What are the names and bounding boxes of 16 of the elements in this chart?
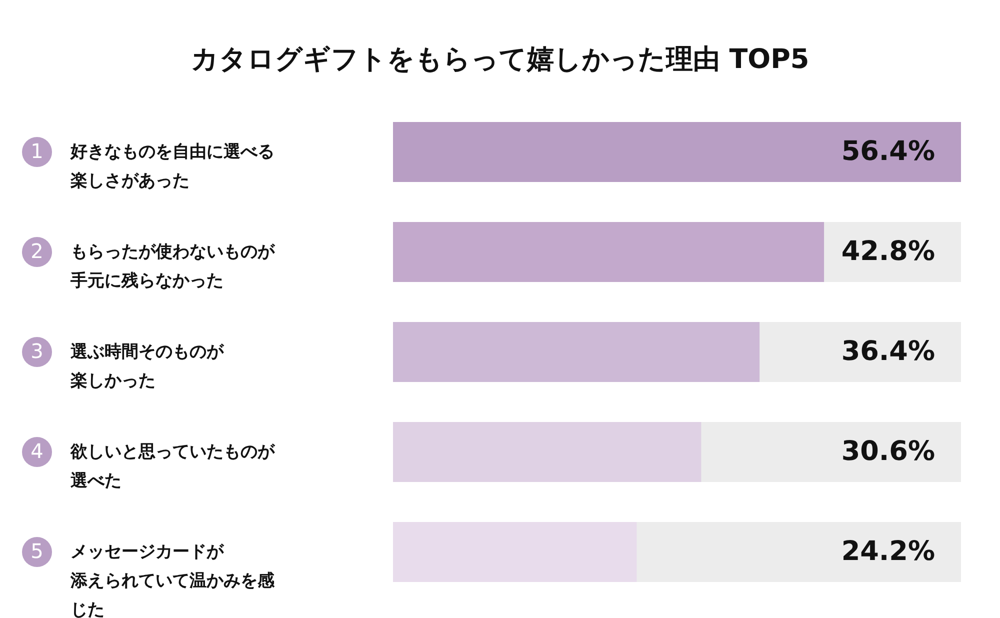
data-label: 24.2% [841, 536, 935, 567]
data-label: 42.8% [841, 236, 935, 267]
text: 1 [30, 139, 44, 163]
y-tick-label: メッセージカードが添えられていて温かみを感じた [70, 542, 276, 618]
data-label: 36.4% [841, 336, 935, 367]
data-label: 30.6% [841, 436, 935, 467]
text: 3 [30, 339, 44, 363]
y-tick-label: 選ぶ時間そのものが楽しかった [70, 342, 224, 391]
text: 4 [30, 439, 44, 463]
y-tick-label: 好きなものを自由に選べる楽しさがあった [70, 142, 274, 191]
y-tick-label: もらったが使わないものが手元に残らなかった [70, 242, 276, 291]
data-label: 56.4% [841, 136, 935, 167]
text: 5 [30, 539, 44, 563]
chart-title: カタログギフトをもらって嬉しかった理由 TOP5 [190, 44, 810, 75]
y-tick-label: 欲しいと思っていたものが選べた [70, 442, 276, 491]
text: 2 [30, 239, 44, 263]
